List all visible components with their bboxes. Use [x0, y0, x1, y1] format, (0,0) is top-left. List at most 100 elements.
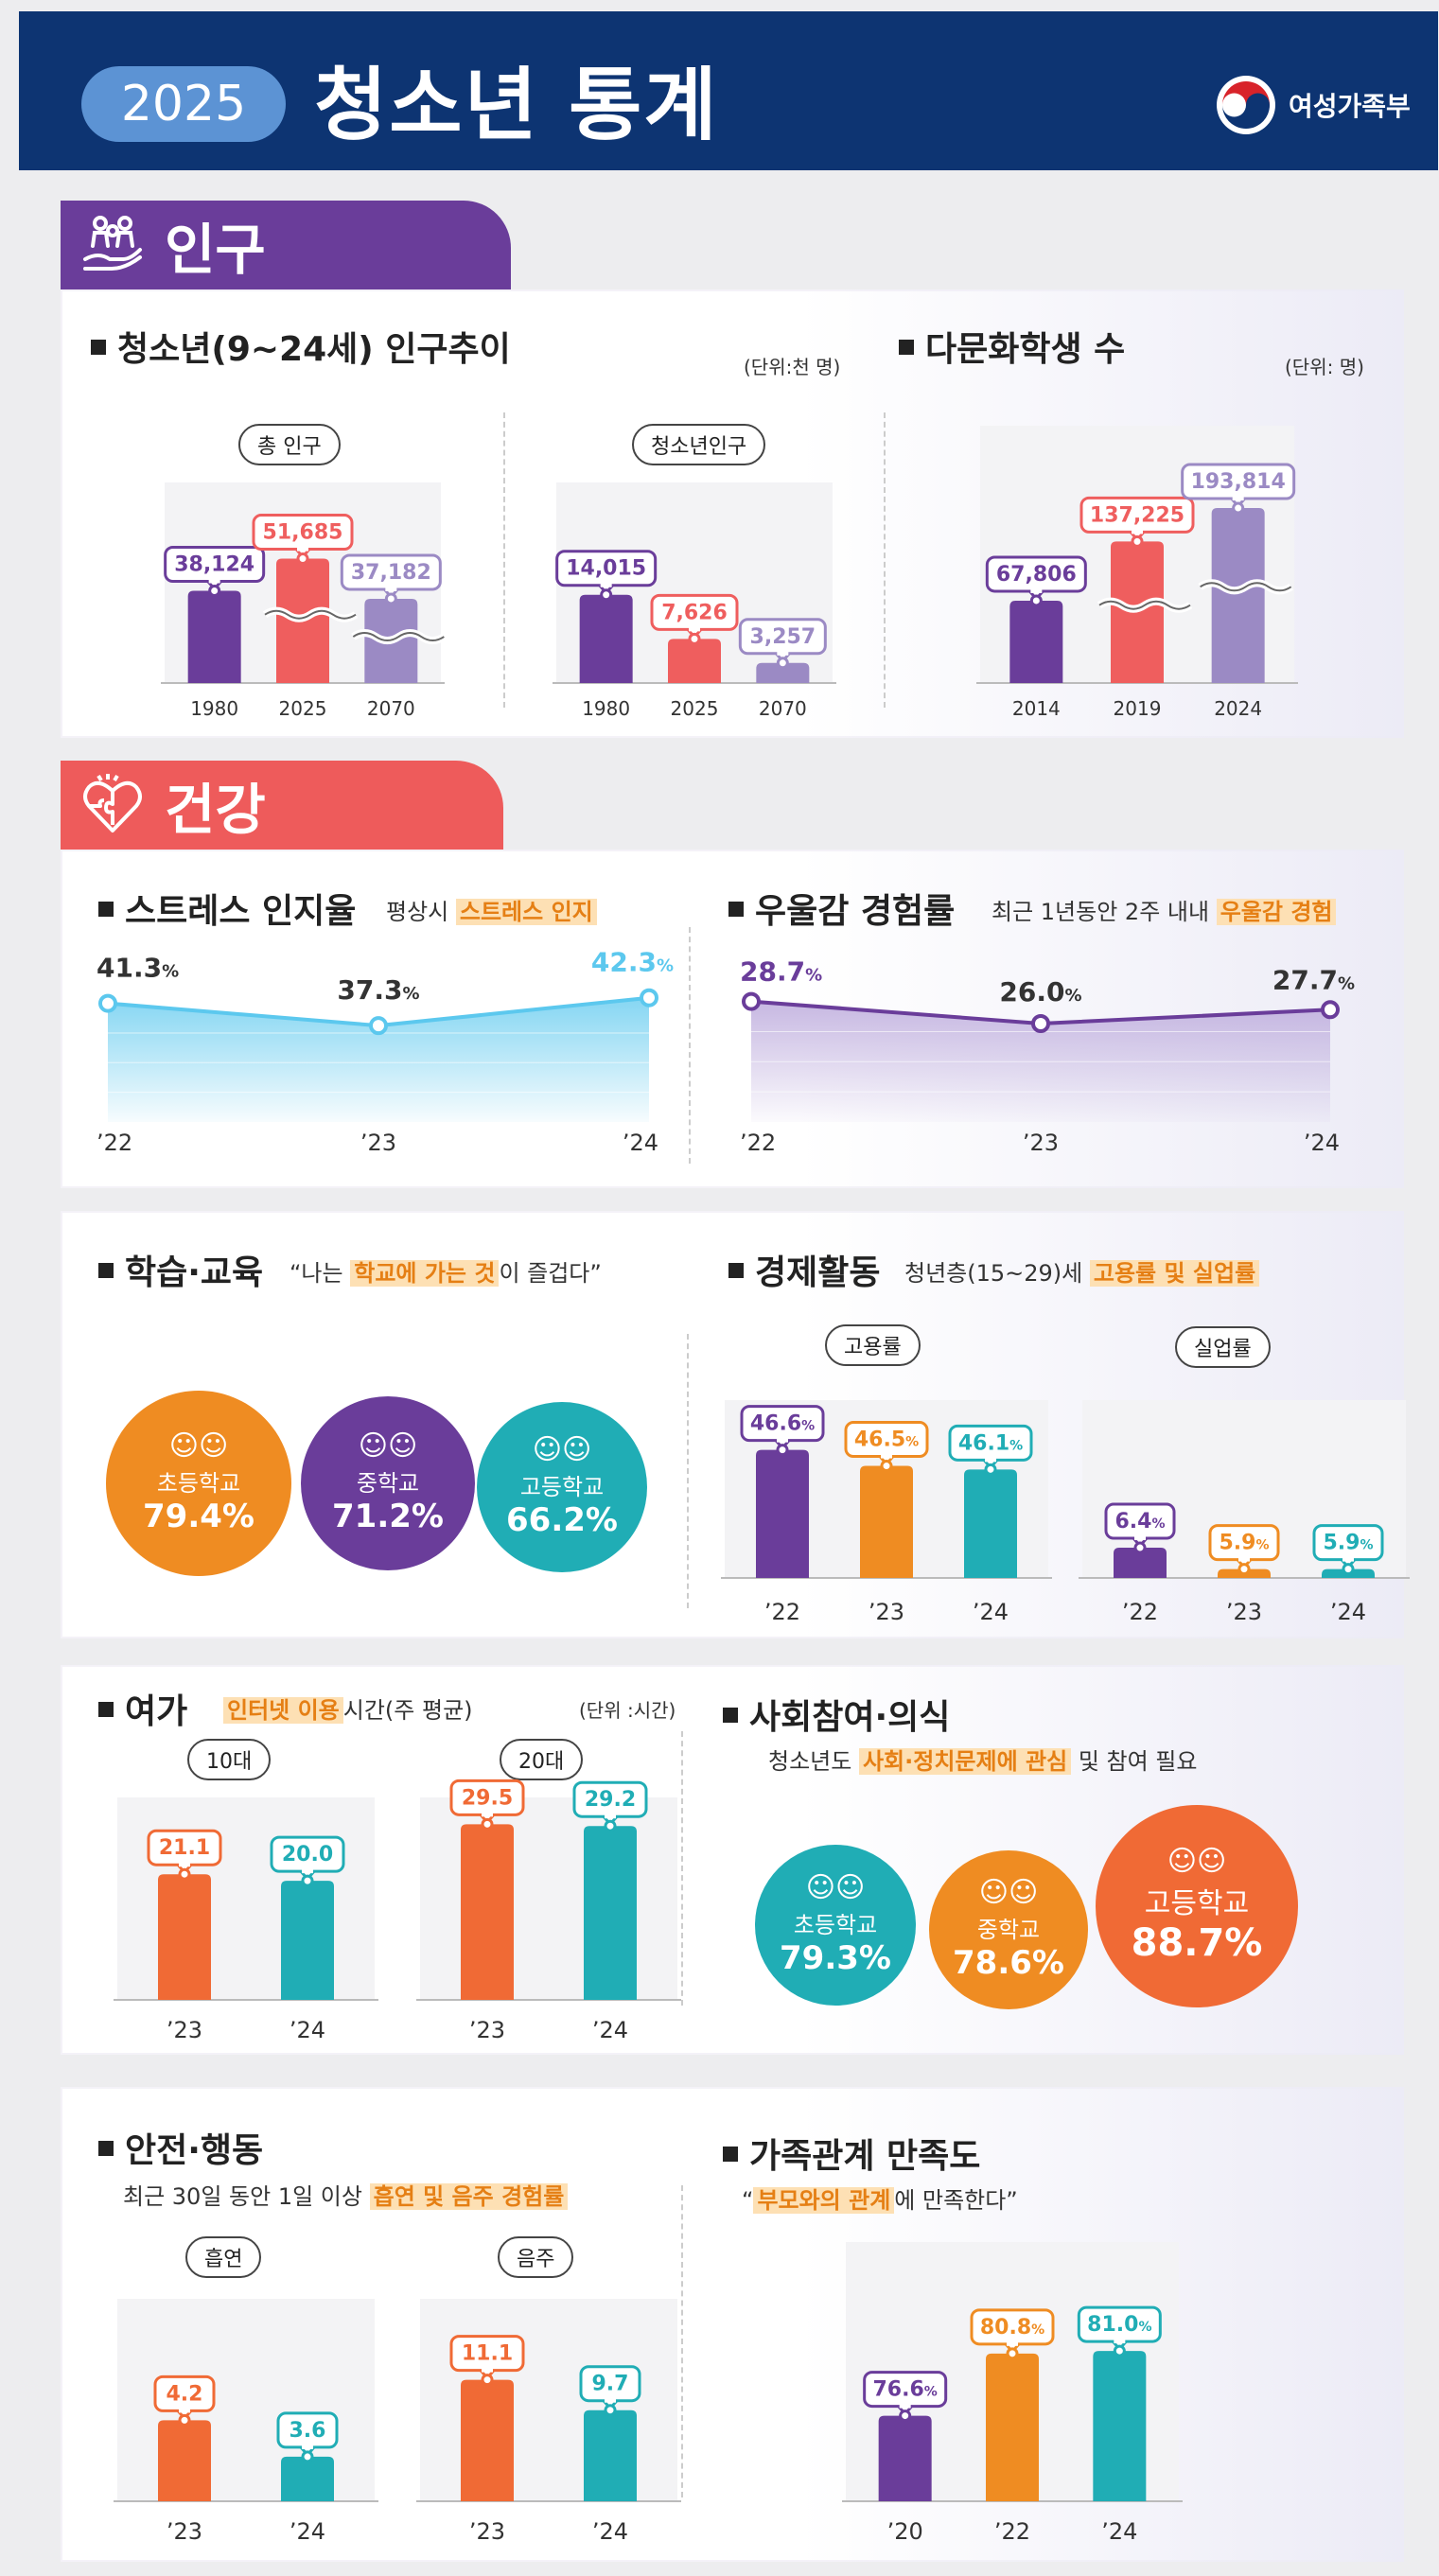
x-tick-label: ’24 [592, 2017, 628, 2043]
bar-’24 [1093, 2351, 1147, 2501]
bar-’22 [756, 1449, 809, 1578]
data-label: 3.6 [290, 2419, 326, 2443]
x-tick-label: ’24 [592, 2518, 628, 2545]
x-tick-label: ’24 [1330, 1599, 1366, 1625]
x-tick-label: ’24 [623, 1130, 658, 1156]
bar-’23 [461, 2379, 514, 2501]
data-label: 28.7% [740, 956, 822, 988]
bar-’20 [878, 2415, 932, 2501]
depression-desc: 최근 1년동안 2주 내내 우울감 경험 [992, 893, 1337, 926]
youth-population-chart: 14,015 1980 7,626 2025 3,257 2070 [553, 482, 836, 720]
x-tick-label: ’23 [469, 2017, 505, 2043]
data-point-marker [98, 993, 117, 1013]
year-badge: 2025 [81, 66, 286, 142]
x-tick-label: ’24 [290, 2518, 325, 2545]
students-icon: ☺☺ [978, 1875, 1039, 1909]
x-tick-label: ’24 [290, 2017, 325, 2043]
data-point-marker [1006, 2347, 1019, 2360]
section-tab-health: 건강 [61, 761, 503, 850]
students-icon: ☺☺ [168, 1428, 229, 1463]
x-tick-label: ’23 [469, 2518, 505, 2545]
x-tick-label: 2024 [1214, 697, 1262, 720]
data-point-marker [1237, 1563, 1251, 1576]
x-tick-label: 2025 [671, 697, 719, 720]
x-tick-label: 1980 [582, 697, 630, 720]
youth-population-unit: (단위:천 명) [744, 356, 841, 378]
total-population-pill: 총 인구 [238, 424, 341, 465]
stress-desc: 평상시 스트레스 인지 [386, 893, 597, 926]
economy-title: 경제활동 [728, 1245, 880, 1294]
taegeuk-icon [1217, 76, 1275, 134]
data-label: 193,814 [1191, 470, 1286, 494]
family-title: 가족관계 만족도 [723, 2129, 980, 2178]
ministry-logo: 여성가족부 [1215, 74, 1411, 136]
multicultural-unit: (단위: 명) [1285, 356, 1364, 378]
x-tick-label: ’20 [887, 2518, 923, 2545]
x-tick-label: 1980 [190, 697, 238, 720]
data-label: 5.9% [1323, 1532, 1373, 1555]
social-desc: 청소년도 사회·정치문제에 관심 및 참여 필요 [768, 1748, 1198, 1775]
x-tick-label: ’23 [1226, 1599, 1262, 1625]
data-point-marker [1131, 534, 1144, 548]
x-tick-label: ’24 [973, 1599, 1009, 1625]
x-tick-label: 2014 [1012, 697, 1061, 720]
bar-’23 [158, 2420, 211, 2501]
depression-chart: 28.7% ’22 26.0% ’23 27.7% ’24 [740, 956, 1355, 1156]
youth-population-pill: 청소년인구 [632, 424, 766, 465]
header-banner: 2025 청소년 통계 여성가족부 [19, 11, 1438, 170]
bar-’23 [158, 1874, 211, 2000]
x-tick-label: 2070 [759, 697, 807, 720]
axis-break-line [264, 609, 357, 620]
x-tick-label: ’23 [167, 2518, 202, 2545]
data-point-marker [301, 2450, 314, 2463]
data-label: 29.5 [462, 1786, 513, 1810]
smoking-pill: 흡연 [185, 2236, 262, 2278]
bar-’24 [584, 1826, 637, 2000]
data-label: 37,182 [351, 561, 431, 585]
page-title: 청소년 통계 [314, 59, 719, 151]
bar-2024 [1211, 508, 1265, 683]
bar-’23 [860, 1465, 913, 1578]
x-tick-label: ’23 [869, 1599, 904, 1625]
leisure-title: 여가 [98, 1684, 187, 1733]
data-point-marker [296, 552, 309, 566]
data-point-marker [640, 988, 658, 1008]
drinking-chart: 11.1 ’23 9.7 ’24 [416, 2299, 681, 2545]
social-circle-middle: ☺☺ 중학교 78.6% [929, 1850, 1088, 2009]
bar-2014 [1009, 600, 1063, 683]
teen-internet-chart: 21.1 ’23 20.0 ’24 [114, 1797, 378, 2043]
data-label: 7,626 [661, 601, 728, 624]
bar-’22 [986, 2353, 1039, 2501]
data-point-marker [880, 1460, 893, 1473]
x-tick-label: 2019 [1114, 697, 1162, 720]
x-tick-label: ’22 [97, 1130, 132, 1156]
depression-title: 우울감 경험률 [728, 884, 955, 933]
employment-pill: 고용률 [825, 1324, 921, 1366]
data-point-marker [604, 2404, 617, 2417]
x-tick-label: ’22 [1122, 1599, 1158, 1625]
bar-2025 [668, 639, 721, 683]
data-label: 51,685 [263, 521, 343, 545]
data-point-marker [1133, 1541, 1147, 1554]
data-point-marker [604, 1819, 617, 1832]
data-point-marker [776, 657, 789, 670]
data-label: 137,225 [1090, 503, 1185, 527]
data-label: 38,124 [174, 552, 254, 576]
safety-title: 안전·행동 [98, 2123, 263, 2172]
unemployment-pill: 실업률 [1175, 1326, 1271, 1368]
safety-desc: 최근 30일 동안 1일 이상 흡연 및 음주 경험률 [123, 2178, 569, 2211]
x-tick-label: ’23 [1023, 1130, 1059, 1156]
area-fill [108, 997, 649, 1122]
stress-title: 스트레스 인지율 [98, 884, 356, 933]
data-label: 21.1 [159, 1836, 210, 1860]
data-point-marker [776, 1444, 789, 1457]
x-tick-label: ’22 [764, 1599, 800, 1625]
data-point-marker [1113, 2344, 1126, 2357]
data-point-marker [301, 1874, 314, 1887]
x-tick-label: 2025 [279, 697, 327, 720]
data-point-marker [369, 1016, 388, 1036]
social-title: 사회참여·의식 [723, 1690, 950, 1739]
data-label: 4.2 [167, 2382, 203, 2406]
